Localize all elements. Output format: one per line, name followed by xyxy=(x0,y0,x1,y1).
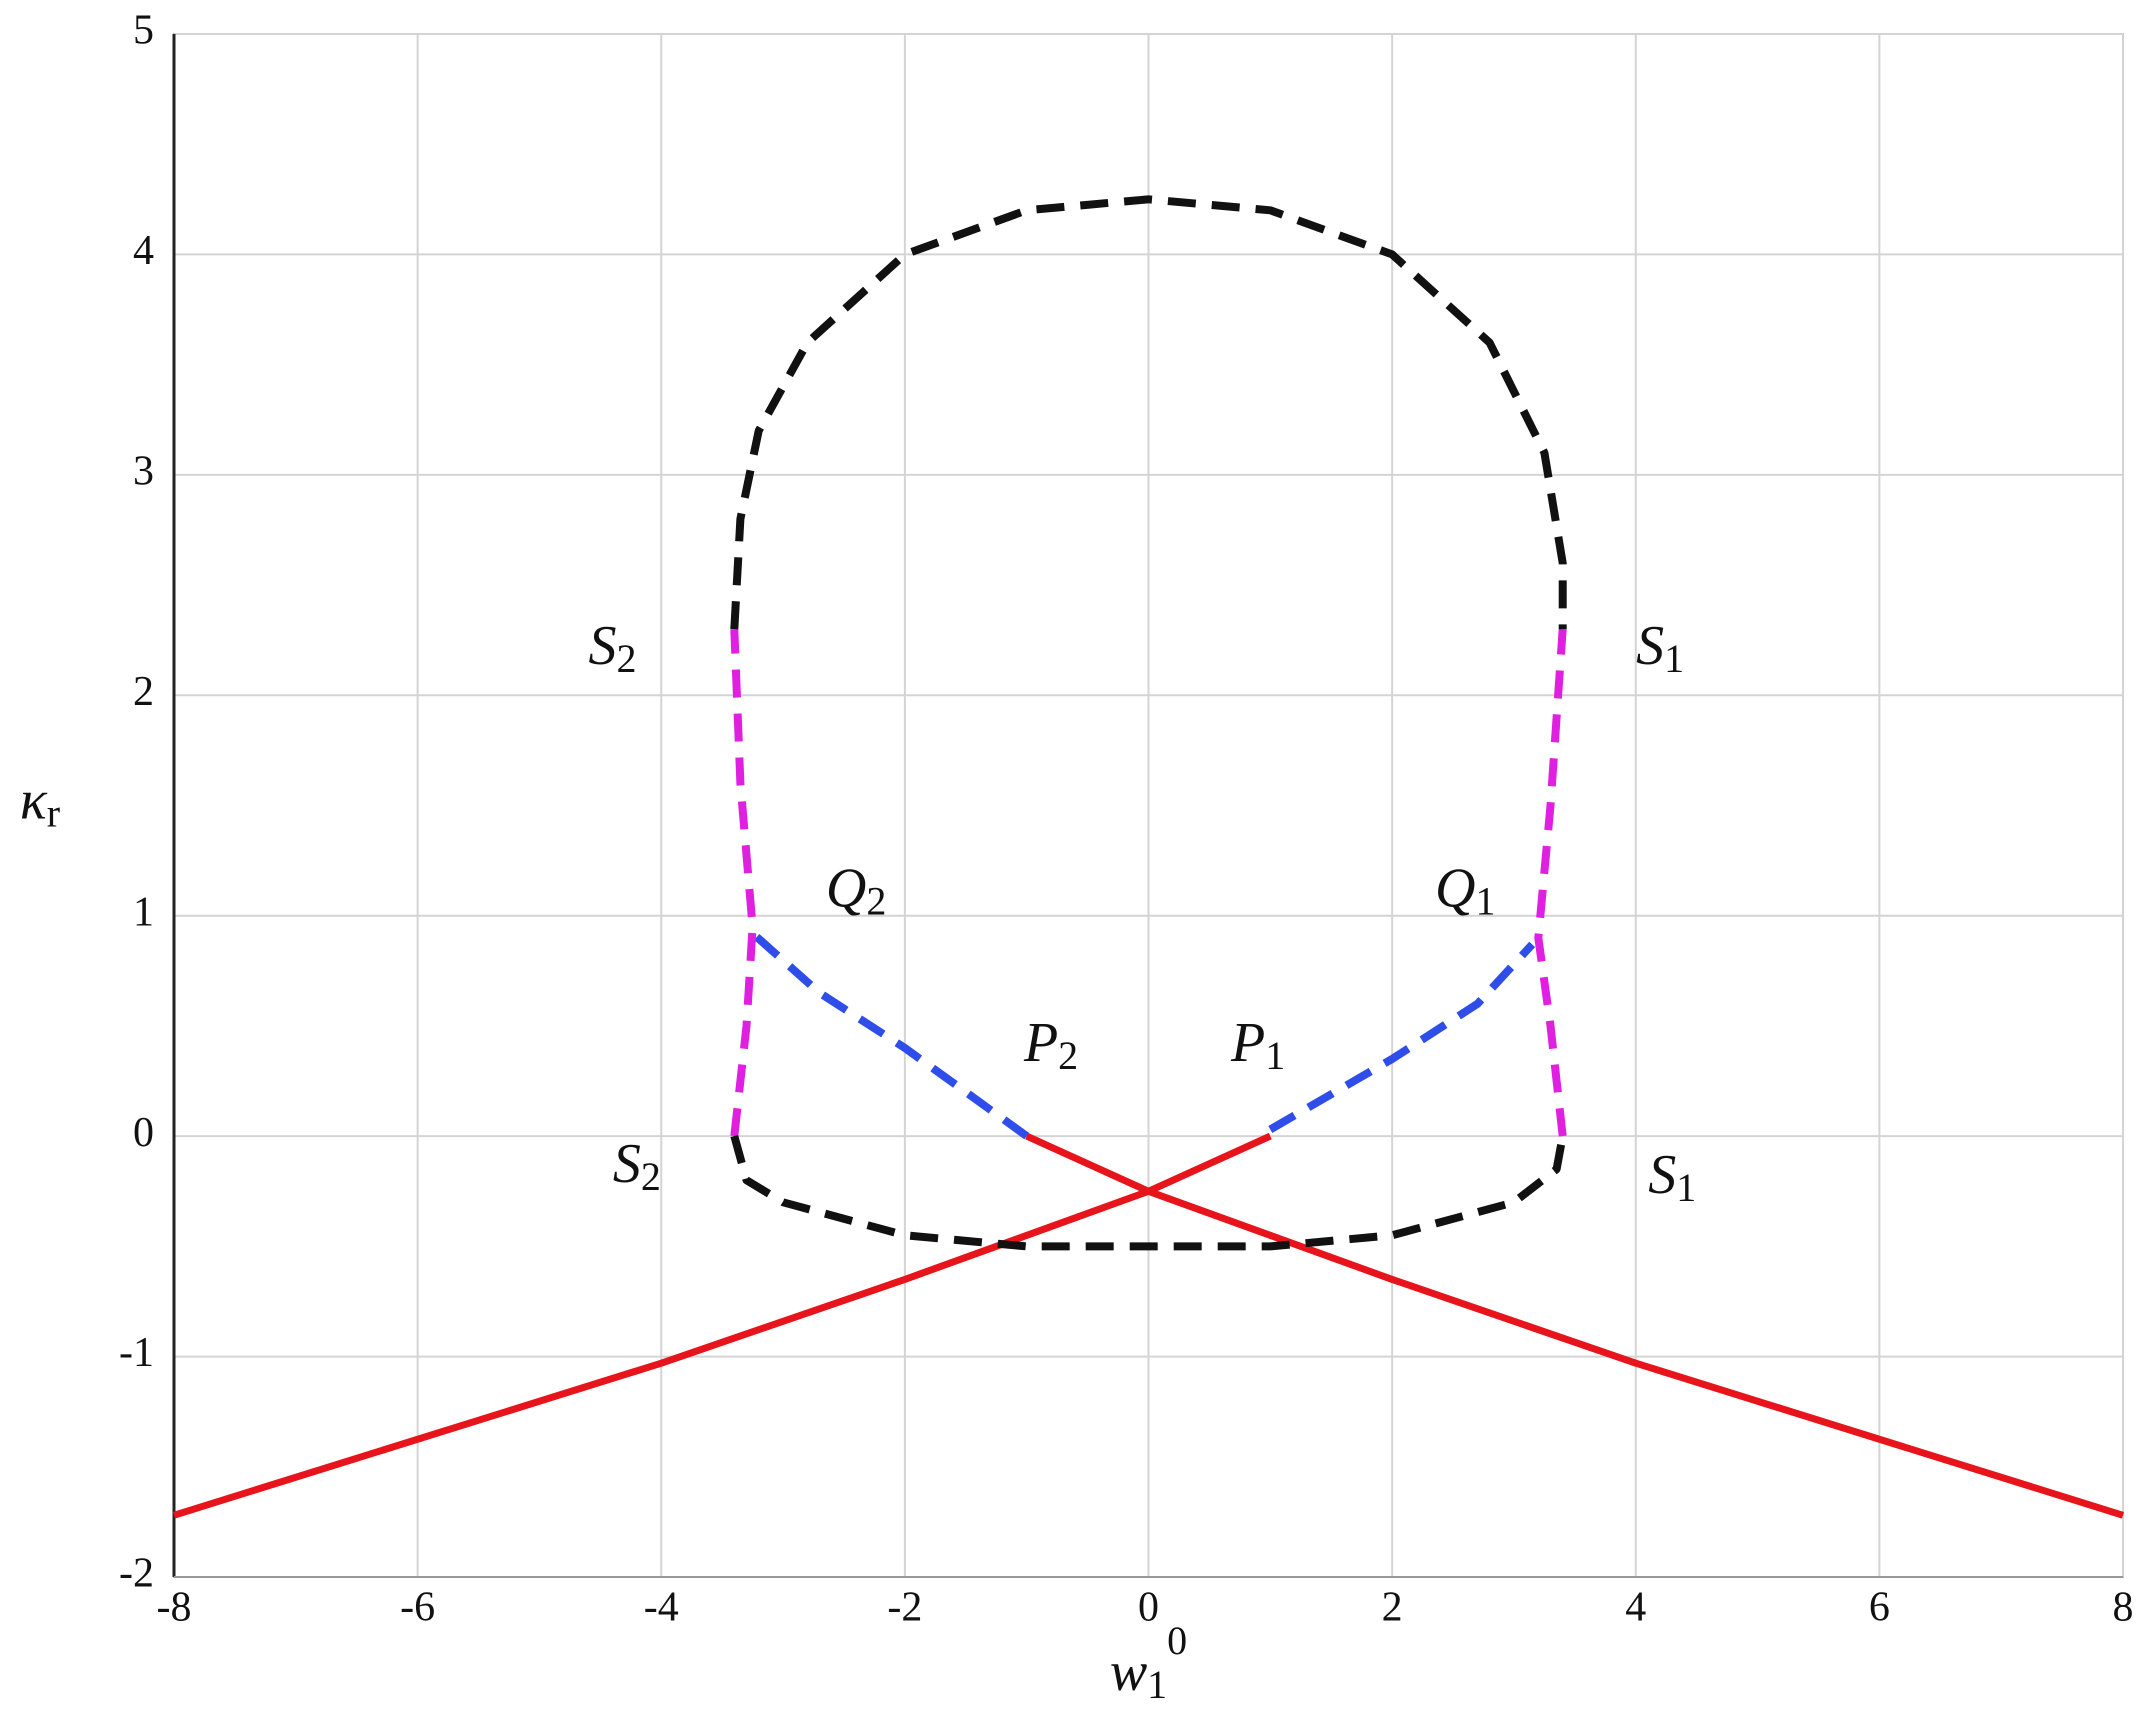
annotation: Q2 xyxy=(826,858,886,924)
series-line xyxy=(172,1132,1272,1519)
series-line xyxy=(749,930,1030,1140)
annotation: Q1 xyxy=(1435,858,1495,924)
annotation-sub: 1 xyxy=(1265,1033,1285,1078)
x-axis-label: w10 xyxy=(1110,1618,1187,1707)
x-tick-label: 0 xyxy=(1138,1585,1159,1631)
x-axis-label-main: w xyxy=(1110,1641,1147,1703)
y-axis-label: κr xyxy=(20,769,60,835)
y-tick-label: 0 xyxy=(133,1110,154,1156)
x-tick-label: -6 xyxy=(400,1585,435,1631)
y-tick-label: 5 xyxy=(133,8,154,54)
y-tick-label: 1 xyxy=(133,889,154,935)
y-tick-label: -2 xyxy=(119,1551,154,1597)
x-tick-label: -4 xyxy=(644,1585,679,1631)
series-line xyxy=(730,1135,1567,1251)
y-tick-label: 3 xyxy=(133,448,154,494)
series-line xyxy=(1268,941,1536,1133)
annotation-main: S xyxy=(613,1133,641,1195)
annotation-sub: 2 xyxy=(1058,1033,1078,1078)
annotation-main: P xyxy=(1230,1012,1265,1074)
series-line xyxy=(730,629,757,1137)
x-tick-label: 2 xyxy=(1382,1585,1403,1631)
x-tick-label: 4 xyxy=(1625,1585,1646,1631)
x-axis-label-sub: 1 xyxy=(1147,1662,1167,1707)
y-tick-label: -1 xyxy=(119,1330,154,1376)
annotation-main: P xyxy=(1023,1012,1058,1074)
y-tick-label: 4 xyxy=(133,228,154,274)
annotation-main: S xyxy=(1636,615,1664,677)
x-tick-label: 6 xyxy=(1869,1585,1890,1631)
annotation: P2 xyxy=(1023,1012,1078,1078)
annotation-sub: 1 xyxy=(1676,1165,1696,1210)
x-tick-label: -8 xyxy=(157,1585,192,1631)
annotation: S1 xyxy=(1648,1144,1696,1210)
annotation-main: S xyxy=(1648,1144,1676,1206)
series-line xyxy=(730,195,1567,630)
annotation: S2 xyxy=(613,1133,661,1199)
x-tick-label: -2 xyxy=(887,1585,922,1631)
series-line xyxy=(1025,1132,2125,1519)
annotation: P1 xyxy=(1230,1012,1285,1078)
annotation-main: S xyxy=(589,615,617,677)
annotation-sub: 2 xyxy=(641,1154,661,1199)
x-axis-label-sup: 0 xyxy=(1167,1618,1187,1663)
series-line xyxy=(1534,628,1567,1137)
annotation-sub: 1 xyxy=(1664,636,1684,681)
annotation-sub: 2 xyxy=(617,636,637,681)
annotation-sub: 1 xyxy=(1475,879,1495,924)
y-axis-label-sub: r xyxy=(47,791,60,836)
annotation-main: Q xyxy=(826,858,866,920)
y-axis-label-main: κ xyxy=(20,769,48,831)
annotation: S1 xyxy=(1636,615,1684,681)
x-tick-label: 8 xyxy=(2113,1585,2134,1631)
y-tick-label: 2 xyxy=(133,669,154,715)
annotation-main: Q xyxy=(1435,858,1475,920)
annotation-sub: 2 xyxy=(866,879,886,924)
annotation: S2 xyxy=(589,615,637,681)
